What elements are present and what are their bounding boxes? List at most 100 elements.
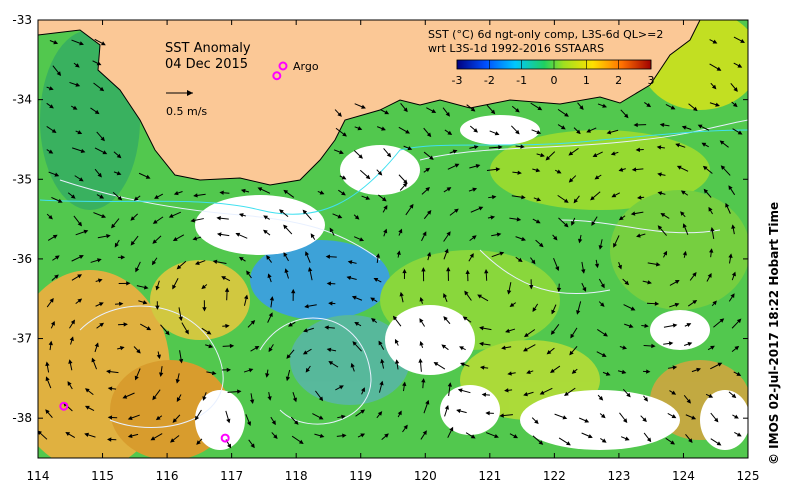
current-vector-head: [419, 318, 424, 323]
current-vector-head: [521, 236, 526, 241]
current-vector-head: [370, 297, 375, 302]
current-vector-head: [365, 174, 371, 180]
current-vector-head: [570, 333, 575, 339]
y-tick-label: -34: [12, 93, 32, 107]
current-vector-head: [267, 273, 272, 279]
current-vector-head: [48, 149, 54, 154]
current-vector-head: [351, 295, 357, 300]
current-vector-head: [365, 195, 371, 200]
current-vector-head: [75, 82, 81, 87]
current-vector-head: [710, 226, 715, 232]
current-vector-head: [613, 242, 618, 248]
current-vector-head: [622, 345, 628, 350]
current-vector-head: [318, 415, 324, 420]
current-vector-head: [481, 392, 487, 397]
current-vector-head: [712, 300, 717, 306]
current-vector-head: [101, 213, 107, 218]
current-vector-head: [539, 390, 545, 395]
current-vector-head: [659, 122, 665, 128]
current-vector-head: [517, 257, 523, 263]
current-vector-head: [346, 275, 352, 281]
current-vector-head: [441, 344, 447, 349]
current-vector-head: [681, 125, 687, 130]
current-vector-head: [663, 250, 668, 256]
current-vector-head: [341, 191, 346, 196]
current-vector-head: [708, 206, 713, 212]
current-vector-head: [168, 213, 174, 218]
colorbar-tick-label: 3: [648, 74, 655, 87]
current-vector-head: [479, 341, 484, 347]
current-vector-head: [734, 414, 739, 419]
current-vector-head: [592, 153, 598, 157]
current-vector-head: [454, 163, 460, 168]
current-vector-head: [617, 264, 622, 270]
current-vector-head: [152, 395, 157, 401]
current-vector-head: [206, 330, 212, 335]
current-vector-head: [526, 369, 531, 374]
current-vector-head: [433, 362, 439, 367]
current-vector-head: [731, 224, 736, 229]
current-vector-head: [381, 126, 386, 131]
current-vector-head: [578, 238, 583, 244]
current-vector-head: [155, 285, 160, 291]
current-vector-head: [523, 392, 528, 397]
current-vector-head: [318, 396, 324, 402]
current-vector-head: [359, 237, 365, 242]
current-vector-head: [473, 128, 478, 133]
current-vector-head: [576, 129, 581, 135]
current-vector-head: [57, 198, 63, 203]
current-vector-head: [564, 112, 569, 117]
current-vector-head: [545, 155, 551, 161]
current-vector-head: [403, 424, 408, 430]
current-vector-head: [116, 153, 122, 159]
current-vector-head: [419, 296, 424, 302]
current-vector-head: [709, 248, 714, 253]
current-vector-head: [636, 233, 641, 238]
current-vector-head: [736, 371, 742, 376]
current-vector-head: [675, 143, 680, 148]
current-vector-head: [49, 297, 54, 303]
current-vector-head: [107, 415, 113, 420]
current-vector-head: [51, 128, 57, 133]
vector-scale-label: 0.5 m/s: [166, 105, 207, 118]
current-vector-head: [444, 248, 449, 254]
current-vector-head: [692, 299, 698, 305]
current-vector-head: [118, 301, 124, 307]
current-vector-head: [337, 214, 343, 219]
current-vector-head: [477, 294, 482, 299]
current-vector-head: [674, 302, 680, 307]
current-vector-head: [535, 168, 541, 173]
current-vector-head: [271, 420, 276, 426]
y-axis: -33-34-35-36-37-38: [12, 13, 748, 425]
current-vector-head: [298, 439, 304, 444]
current-vector-head: [556, 169, 562, 174]
current-vector-head: [98, 302, 104, 307]
current-vector-head: [156, 354, 161, 360]
current-vector-head: [326, 281, 332, 286]
current-vector-head: [120, 255, 126, 260]
current-vector-head: [45, 361, 50, 367]
current-vector-head: [172, 418, 178, 423]
current-vector-head: [624, 280, 630, 286]
bathymetry-lines: [39, 129, 748, 215]
current-vector-head: [719, 318, 725, 323]
current-vector-head: [447, 130, 453, 135]
current-vector-head: [54, 255, 60, 260]
current-vector-head: [494, 434, 499, 439]
current-vector-head: [644, 323, 649, 329]
current-vector-head: [731, 393, 737, 399]
current-vector-head: [265, 373, 270, 378]
y-tick-label: -36: [12, 252, 32, 266]
current-vector-head: [72, 105, 78, 110]
x-tick-label: 125: [737, 469, 760, 483]
current-vector-head: [172, 236, 178, 241]
x-tick-label: 124: [672, 469, 695, 483]
current-vector-head: [431, 108, 437, 113]
current-vector-head: [682, 223, 687, 228]
current-vector-head: [660, 213, 666, 218]
current-vector-head: [454, 208, 459, 213]
current-vector-head: [283, 252, 288, 257]
current-vector-head: [529, 285, 534, 290]
current-vector-head: [624, 436, 630, 441]
current-vector-head: [357, 126, 363, 131]
